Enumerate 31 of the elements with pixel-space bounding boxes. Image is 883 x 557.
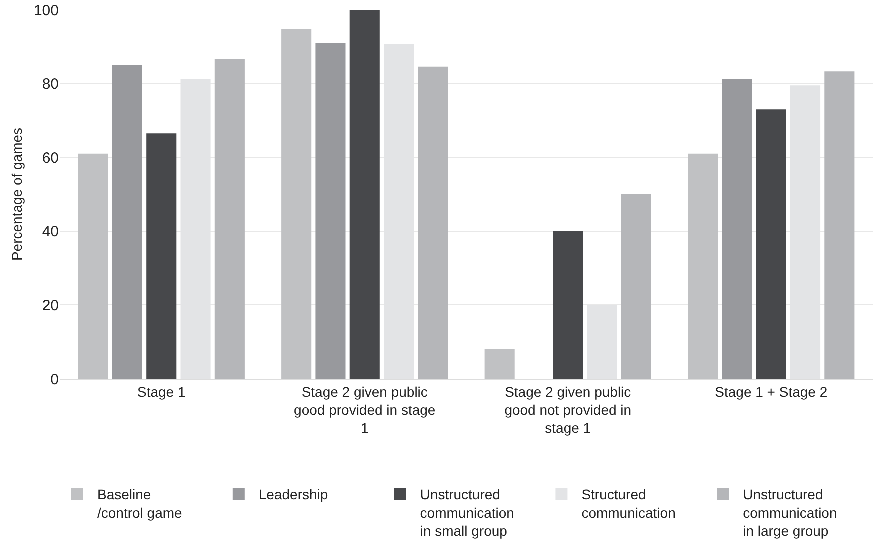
y-tick-label: 0 (50, 371, 59, 388)
legend-label: Unstructured communication in large group (743, 486, 838, 540)
y-tick-label: 100 (34, 2, 59, 20)
bar (688, 154, 718, 379)
y-tick-label: 60 (42, 150, 59, 167)
bar (722, 79, 752, 379)
y-tick-label: 20 (42, 297, 59, 314)
bar (146, 134, 177, 379)
bar (484, 349, 515, 379)
bar (553, 231, 584, 379)
bar (214, 59, 245, 379)
legend-label: Leadership (258, 486, 328, 503)
bar (418, 66, 448, 379)
bar (112, 65, 142, 379)
x-tick-label: Stage 1 (137, 384, 186, 400)
legend-label: Structured communication (582, 486, 676, 521)
bar (282, 30, 312, 379)
y-axis-title: Percentage of games (9, 128, 25, 262)
x-tick-label: Stage 2 given public good not provided in stage 1 (504, 384, 632, 436)
bar (824, 72, 855, 379)
bar (78, 154, 108, 379)
bar (621, 194, 652, 379)
y-tick-label: 40 (42, 224, 59, 241)
x-tick-label: Stage 1 + Stage 2 (715, 384, 828, 400)
bar (756, 110, 786, 379)
bar (350, 10, 380, 379)
x-tick-label: Stage 2 given public good provided in stage 1 (294, 384, 436, 436)
legend-label: Baseline /control game (98, 486, 183, 521)
y-tick-label: 80 (42, 76, 59, 94)
legend-label: Unstructured communication in small group (420, 486, 514, 540)
bar (316, 43, 346, 379)
